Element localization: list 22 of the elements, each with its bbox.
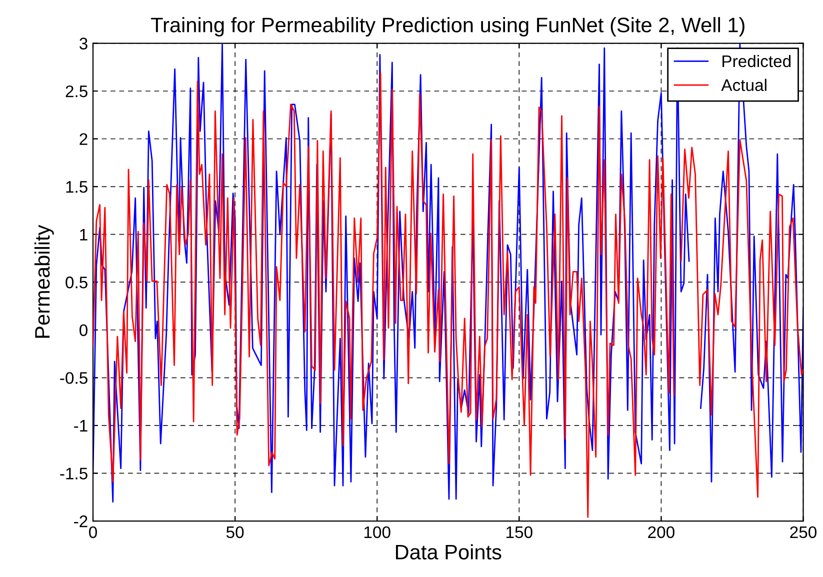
y-tick-label: 2 <box>80 133 88 145</box>
x-tick-label: 150 <box>506 526 532 538</box>
y-tick-label: 1 <box>80 228 88 240</box>
chart-title: Training for Permeability Prediction using FunNet (Site 2, Well 1) <box>151 17 744 36</box>
y-tick-label: 1.5 <box>66 181 88 193</box>
y-tick-label: -2 <box>74 515 88 528</box>
x-tick-label: 100 <box>364 526 390 538</box>
y-tick-label: 3 <box>80 38 88 50</box>
legend-label: Predicted <box>722 54 791 68</box>
y-tick-label: 0 <box>80 324 88 336</box>
x-tick-label: 200 <box>648 526 674 538</box>
y-tick-label: 0.5 <box>66 276 88 288</box>
y-axis-title: Permeability <box>34 224 54 338</box>
x-axis-title: Data Points <box>396 544 502 560</box>
x-tick-label: 50 <box>226 526 244 538</box>
x-tick-label: 0 <box>89 526 97 538</box>
x-tick-label: 250 <box>790 526 816 538</box>
y-tick-label: -0.5 <box>60 372 88 384</box>
legend-label: Actual <box>721 78 766 92</box>
y-tick-label: -1.5 <box>60 468 88 480</box>
y-tick-label: 2.5 <box>66 85 88 98</box>
y-tick-label: -1 <box>74 420 88 432</box>
